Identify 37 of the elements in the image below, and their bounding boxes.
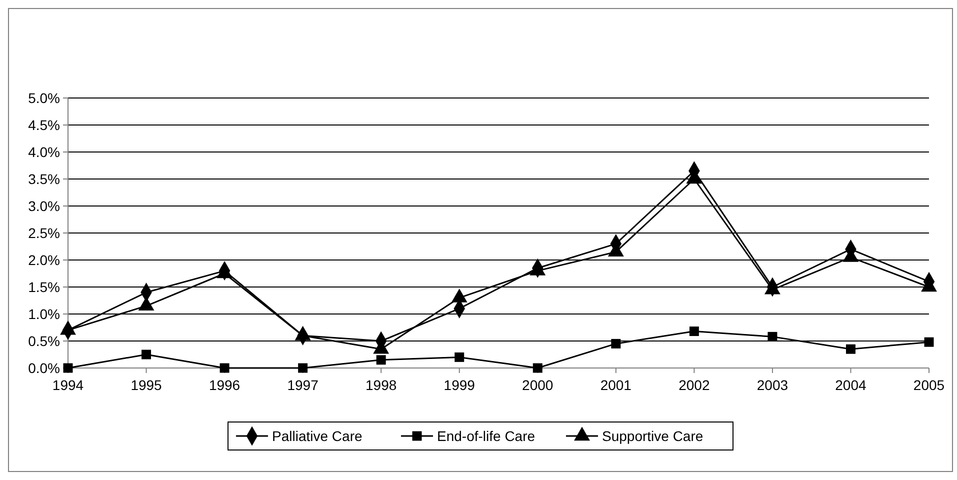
x-tick-label: 1999 (444, 377, 476, 393)
point (376, 355, 386, 365)
x-tick-label: 1998 (366, 377, 397, 393)
x-tick-label: 1995 (130, 377, 162, 393)
y-tick-label: 2.5% (28, 224, 60, 241)
x-tick-label: 2004 (835, 377, 867, 393)
y-tick-label: 4.0% (28, 144, 60, 160)
x-tick-label: 1997 (287, 377, 319, 393)
x-tick-label: 2003 (756, 377, 788, 393)
legend-label: End-of-life Care (437, 428, 536, 444)
y-tick-label: 4.5% (28, 116, 60, 133)
y-tick-label: 2.0% (28, 252, 60, 268)
y-tick-label: 5.0% (28, 90, 60, 106)
point (220, 363, 230, 373)
legend-label: Supportive Care (602, 428, 704, 444)
y-tick-label: 0.0% (28, 360, 60, 376)
point (768, 332, 778, 342)
x-tick-label: 1996 (208, 377, 240, 393)
point (846, 344, 856, 354)
point (611, 338, 621, 348)
x-tick-label: 2000 (522, 377, 554, 393)
legend-label: Palliative Care (272, 428, 362, 444)
x-tick-label: 2002 (678, 377, 710, 393)
x-tick-label: 2001 (600, 377, 632, 393)
y-tick-label: 1.5% (28, 278, 60, 295)
y-tick-label: 0.5% (28, 332, 60, 349)
point (689, 326, 699, 336)
point (454, 352, 464, 362)
y-tick-label: 1.0% (28, 306, 60, 322)
y-tick-label: 3.0% (28, 198, 60, 214)
point (142, 350, 152, 360)
x-tick-label: 1994 (52, 377, 84, 393)
x-tick-label: 2005 (913, 377, 945, 393)
y-tick-label: 3.5% (28, 170, 60, 187)
point (532, 363, 542, 373)
point (924, 337, 934, 347)
point (298, 363, 308, 373)
